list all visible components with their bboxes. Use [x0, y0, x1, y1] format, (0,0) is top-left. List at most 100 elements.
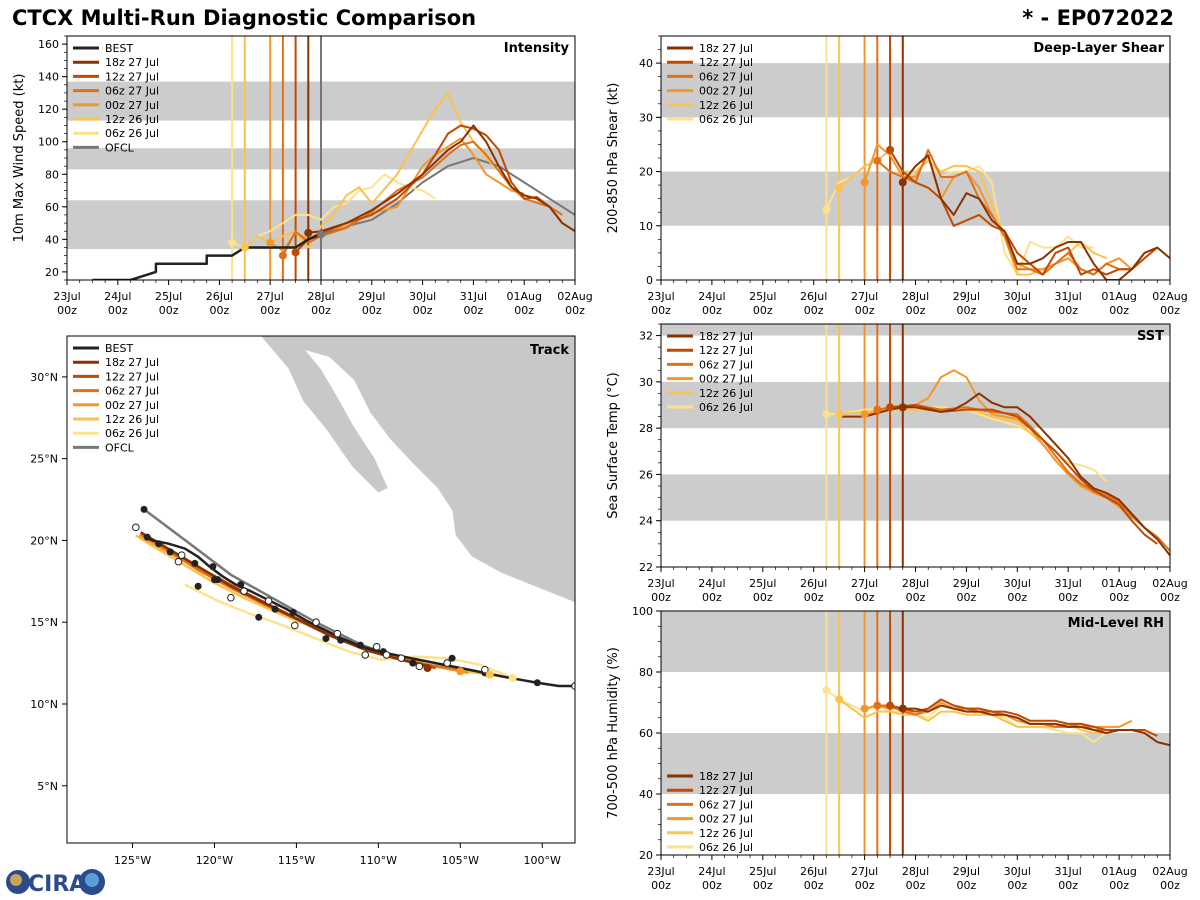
- forecast-position-point: [372, 642, 381, 651]
- shear-legend-label: 18z 27 Jul: [699, 42, 753, 55]
- sst-ytick-label: 24: [639, 515, 653, 528]
- rh-xtick-date: 27Jul: [851, 865, 878, 878]
- sst-xtick-date: 27Jul: [851, 577, 878, 590]
- intensity-legend-label: 00z 27 Jul: [105, 99, 159, 112]
- shear-xtick-date: 25Jul: [749, 290, 776, 303]
- intensity-init-marker: [317, 230, 325, 239]
- track-legend-label: 12z 27 Jul: [105, 370, 159, 383]
- best-track-point: [237, 581, 245, 589]
- shear-ytick-label: 0: [646, 274, 653, 287]
- intensity-legend-label: 12z 27 Jul: [105, 70, 159, 83]
- shear-xtick-hour: 00z: [1007, 304, 1027, 317]
- shear-init-marker: [835, 183, 844, 192]
- track-title: Track: [530, 343, 569, 358]
- sst-init-marker: [822, 410, 831, 419]
- track-legend-label: OFCL: [105, 441, 135, 454]
- best-track-point: [194, 582, 202, 590]
- track-legend-label: 06z 27 Jul: [105, 385, 159, 398]
- shear-init-marker: [886, 145, 895, 154]
- sst-xtick-hour: 00z: [1058, 591, 1078, 604]
- intensity-init-marker: [240, 243, 249, 252]
- rh-ytick-label: 60: [639, 727, 653, 740]
- sst-xtick-hour: 00z: [906, 591, 926, 604]
- rh-xtick-date: 28Jul: [902, 865, 929, 878]
- sst-xtick-hour: 00z: [855, 591, 875, 604]
- intensity-legend-label: 18z 27 Jul: [105, 56, 159, 69]
- track-ytick-label: 20°N: [30, 534, 58, 547]
- rh-ytick-label: 20: [639, 849, 653, 862]
- intensity-xtick-date: 02Aug: [557, 290, 592, 303]
- rh-band: [661, 733, 1170, 794]
- land-mass: [116, 336, 575, 604]
- intensity-panel: 2040608010012014016023Jul00z24Jul00z25Ju…: [12, 35, 593, 317]
- rh-xtick-date: 23Jul: [647, 865, 674, 878]
- track-xtick-label: 125°W: [114, 854, 151, 867]
- intensity-xtick-hour: 00z: [514, 304, 534, 317]
- intensity-init-marker: [304, 228, 313, 237]
- intensity-xtick-date: 24Jul: [104, 290, 131, 303]
- intensity-xtick-hour: 00z: [260, 304, 280, 317]
- rh-xtick-hour: 00z: [1007, 879, 1027, 892]
- intensity-ytick-label: 100: [38, 136, 59, 149]
- shear-init-marker: [822, 205, 831, 214]
- intensity-xtick-hour: 00z: [311, 304, 331, 317]
- sst-panel: 22242628303223Jul00z24Jul00z25Jul00z26Ju…: [606, 323, 1188, 604]
- intensity-ytick-label: 140: [38, 71, 59, 84]
- intensity-xtick-date: 30Jul: [409, 290, 436, 303]
- track-ytick-label: 5°N: [37, 780, 58, 793]
- track-ytick-label: 30°N: [30, 371, 58, 384]
- shear-legend-label: 00z 27 Jul: [699, 85, 753, 98]
- rh-xtick-date: 30Jul: [1004, 865, 1031, 878]
- intensity-legend-label: OFCL: [105, 141, 135, 154]
- shear-xtick-hour: 00z: [702, 304, 722, 317]
- sst-title: SST: [1137, 329, 1164, 344]
- shear-xtick-hour: 00z: [855, 304, 875, 317]
- shear-series-line: [876, 148, 1132, 276]
- shear-xtick-hour: 00z: [1058, 304, 1078, 317]
- track-legend-label: 12z 26 Jul: [105, 413, 159, 426]
- rh-init-marker: [822, 686, 831, 695]
- rh-xtick-hour: 00z: [651, 879, 671, 892]
- intensity-title: Intensity: [504, 41, 570, 56]
- track-legend-label: 18z 27 Jul: [105, 356, 159, 369]
- forecast-position-point: [481, 665, 489, 674]
- sst-xtick-hour: 00z: [753, 591, 773, 604]
- track-ytick-label: 10°N: [30, 698, 58, 711]
- forecast-position-point: [361, 651, 370, 659]
- intensity-xtick-hour: 00z: [210, 304, 230, 317]
- track-xtick-label: 110°W: [360, 854, 397, 867]
- logo-text: CIRA: [28, 872, 86, 897]
- intensity-series-line: [269, 137, 525, 252]
- best-track-point: [140, 505, 148, 513]
- intensity-xtick-date: 31Jul: [460, 290, 487, 303]
- rh-title: Mid-Level RH: [1068, 616, 1164, 631]
- intensity-xtick-date: 28Jul: [307, 290, 334, 303]
- rh-xtick-hour: 00z: [1160, 879, 1180, 892]
- rh-init-marker: [886, 701, 895, 710]
- shear-xtick-date: 29Jul: [953, 290, 980, 303]
- shear-legend-label: 06z 27 Jul: [699, 70, 753, 83]
- track-panel: 125°W 120°W 115°W 110°W 105°W 100°W 5°N 10°N 15°…: [30, 335, 576, 867]
- sst-xtick-date: 25Jul: [749, 577, 776, 590]
- shear-xtick-date: 26Jul: [800, 290, 827, 303]
- track-map-group: [116, 336, 575, 690]
- rh-band: [661, 611, 1170, 672]
- forecast-position-point: [571, 682, 575, 690]
- shear-xtick-date: 31Jul: [1055, 290, 1082, 303]
- forecast-position-point: [174, 557, 183, 566]
- intensity-ytick-label: 80: [45, 168, 59, 181]
- intensity-xtick-date: 25Jul: [155, 290, 182, 303]
- shear-ytick-label: 40: [639, 57, 653, 70]
- intensity-xtick-date: 26Jul: [206, 290, 233, 303]
- forecast-position-point: [382, 651, 391, 659]
- shear-xtick-hour: 00z: [906, 304, 926, 317]
- sst-series-group: [822, 369, 1170, 557]
- sst-series-line: [889, 404, 1158, 545]
- sst-init-marker: [898, 403, 907, 412]
- shear-xtick-hour: 00z: [1160, 304, 1180, 317]
- intensity-ytick-label: 40: [45, 233, 59, 246]
- shear-xtick-hour: 00z: [957, 304, 977, 317]
- shear-title: Deep-Layer Shear: [1033, 41, 1164, 56]
- sst-series-line: [864, 369, 1133, 520]
- cira-logo: CIRA: [6, 869, 105, 897]
